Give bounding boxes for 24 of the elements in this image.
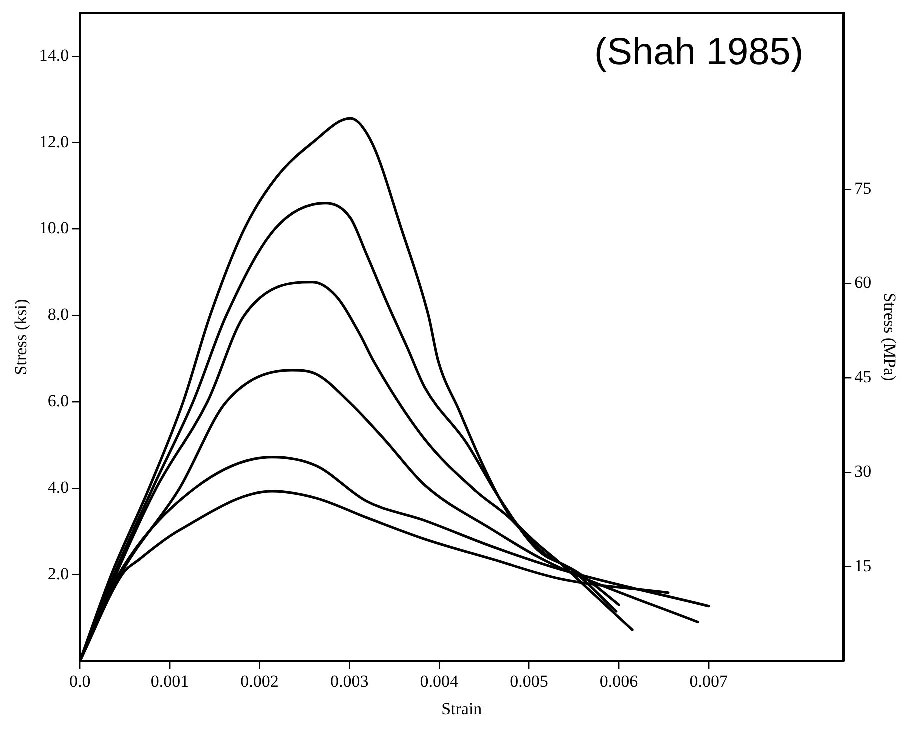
x-tick-label: 0.003 xyxy=(330,672,369,691)
y2-tick-label: 45 xyxy=(854,368,872,387)
y2-tick-label: 60 xyxy=(854,273,872,292)
x-tick-label: 0.004 xyxy=(420,672,460,691)
y-tick-label: 2.0 xyxy=(48,564,70,584)
y-tick-label: 4.0 xyxy=(48,478,70,497)
y2-axis-title: Stress (MPa) xyxy=(880,293,900,382)
x-tick-label: 0.001 xyxy=(150,672,190,691)
x-tick-label: 0.007 xyxy=(690,672,728,691)
y-tick-label: 8.0 xyxy=(48,305,70,324)
y-tick-label: 10.0 xyxy=(39,218,70,238)
x-tick-label: 0.002 xyxy=(240,672,279,691)
y2-tick-label: 75 xyxy=(854,178,872,198)
x-axis-title: Strain xyxy=(442,699,483,718)
y-tick-label: 14.0 xyxy=(39,46,70,65)
y-tick-label: 12.0 xyxy=(39,132,70,152)
y2-tick-label: 30 xyxy=(854,462,872,481)
y2-tick-label: 15 xyxy=(854,556,872,576)
x-tick-label: 0.0 xyxy=(70,672,91,691)
x-tick-label: 0.005 xyxy=(510,672,548,691)
x-tick-label: 0.006 xyxy=(600,672,638,691)
y-tick-label: 6.0 xyxy=(48,391,70,410)
y-axis-title: Stress (ksi) xyxy=(12,299,31,376)
annotation: (Shah 1985) xyxy=(594,32,804,74)
